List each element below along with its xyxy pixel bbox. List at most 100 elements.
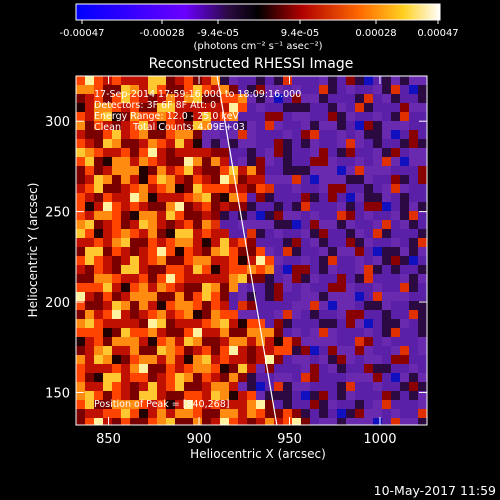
heatmap-cell: [391, 355, 400, 364]
heatmap-cell: [328, 292, 337, 301]
heatmap-cell: [355, 193, 364, 202]
heatmap-cell: [175, 211, 184, 220]
heatmap-cell: [184, 121, 193, 130]
heatmap-cell: [121, 112, 130, 121]
heatmap-cell: [121, 130, 130, 139]
heatmap-cell: [157, 274, 166, 283]
heatmap-cell: [94, 121, 103, 130]
heatmap-cell: [382, 373, 391, 382]
heatmap-cell: [211, 193, 220, 202]
heatmap-cell: [157, 283, 166, 292]
heatmap-cell: [238, 373, 247, 382]
heatmap-cell: [382, 220, 391, 229]
heatmap-cell: [175, 148, 184, 157]
heatmap-cell: [193, 274, 202, 283]
heatmap-cell: [409, 157, 418, 166]
heatmap-cell: [301, 220, 310, 229]
heatmap-cell: [238, 382, 247, 391]
heatmap-cell: [301, 391, 310, 400]
heatmap-cell: [94, 400, 103, 409]
heatmap-cell: [301, 355, 310, 364]
heatmap-cell: [121, 220, 130, 229]
heatmap-cell: [148, 265, 157, 274]
heatmap-cell: [373, 76, 382, 85]
heatmap-cell: [274, 355, 283, 364]
heatmap-cell: [139, 301, 148, 310]
heatmap-cell: [337, 310, 346, 319]
heatmap-cell: [301, 211, 310, 220]
heatmap-cell: [373, 301, 382, 310]
heatmap-cell: [85, 211, 94, 220]
heatmap-cell: [85, 139, 94, 148]
heatmap-cell: [85, 283, 94, 292]
heatmap-cell: [364, 211, 373, 220]
heatmap-cell: [94, 337, 103, 346]
heatmap-cell: [337, 265, 346, 274]
heatmap-cell: [85, 418, 94, 425]
heatmap-cell: [373, 319, 382, 328]
heatmap-cell: [346, 85, 355, 94]
heatmap-cell: [166, 238, 175, 247]
heatmap-cell: [274, 292, 283, 301]
heatmap-cell: [94, 211, 103, 220]
heatmap-cell: [418, 166, 427, 175]
heatmap-cell: [418, 265, 427, 274]
heatmap-cell: [247, 364, 256, 373]
heatmap-cell: [211, 346, 220, 355]
heatmap-cell: [409, 418, 418, 425]
heatmap-cell: [292, 121, 301, 130]
heatmap-cell: [94, 112, 103, 121]
heatmap-cell: [130, 328, 139, 337]
heatmap-cell: [103, 139, 112, 148]
heatmap-cell: [229, 103, 238, 112]
heatmap-cell: [202, 238, 211, 247]
heatmap-cell: [103, 157, 112, 166]
heatmap-cell: [139, 256, 148, 265]
heatmap-cell: [400, 148, 409, 157]
heatmap-cell: [139, 373, 148, 382]
heatmap-cell: [400, 229, 409, 238]
heatmap-cell: [166, 292, 175, 301]
heatmap-cell: [193, 85, 202, 94]
heatmap-cell: [130, 103, 139, 112]
heatmap-cell: [229, 112, 238, 121]
heatmap-cell: [121, 121, 130, 130]
heatmap-cell: [247, 94, 256, 103]
heatmap-cell: [166, 166, 175, 175]
heatmap-cell: [265, 229, 274, 238]
heatmap-cell: [418, 148, 427, 157]
heatmap-cell: [148, 274, 157, 283]
heatmap-cell: [112, 184, 121, 193]
heatmap-cell: [373, 193, 382, 202]
heatmap-cell: [184, 175, 193, 184]
heatmap-cell: [85, 157, 94, 166]
heatmap-cell: [148, 85, 157, 94]
heatmap-cell: [301, 130, 310, 139]
heatmap-cell: [85, 238, 94, 247]
heatmap-cell: [130, 175, 139, 184]
heatmap-cell: [265, 391, 274, 400]
heatmap-cell: [328, 238, 337, 247]
heatmap-cell: [337, 184, 346, 193]
heatmap-cell: [130, 391, 139, 400]
heatmap-cell: [283, 373, 292, 382]
heatmap-cell: [121, 148, 130, 157]
heatmap-cell: [112, 355, 121, 364]
heatmap-cell: [76, 229, 85, 238]
heatmap-cell: [184, 346, 193, 355]
heatmap-cell: [184, 283, 193, 292]
heatmap-cell: [139, 319, 148, 328]
heatmap-cell: [346, 121, 355, 130]
heatmap-cell: [229, 85, 238, 94]
heatmap-cell: [319, 139, 328, 148]
heatmap-cell: [346, 112, 355, 121]
heatmap-cell: [184, 310, 193, 319]
heatmap-cell: [202, 265, 211, 274]
heatmap-cell: [94, 229, 103, 238]
heatmap-cell: [337, 229, 346, 238]
heatmap-cell: [175, 382, 184, 391]
heatmap-cell: [337, 328, 346, 337]
heatmap-cell: [337, 175, 346, 184]
heatmap-cell: [409, 391, 418, 400]
